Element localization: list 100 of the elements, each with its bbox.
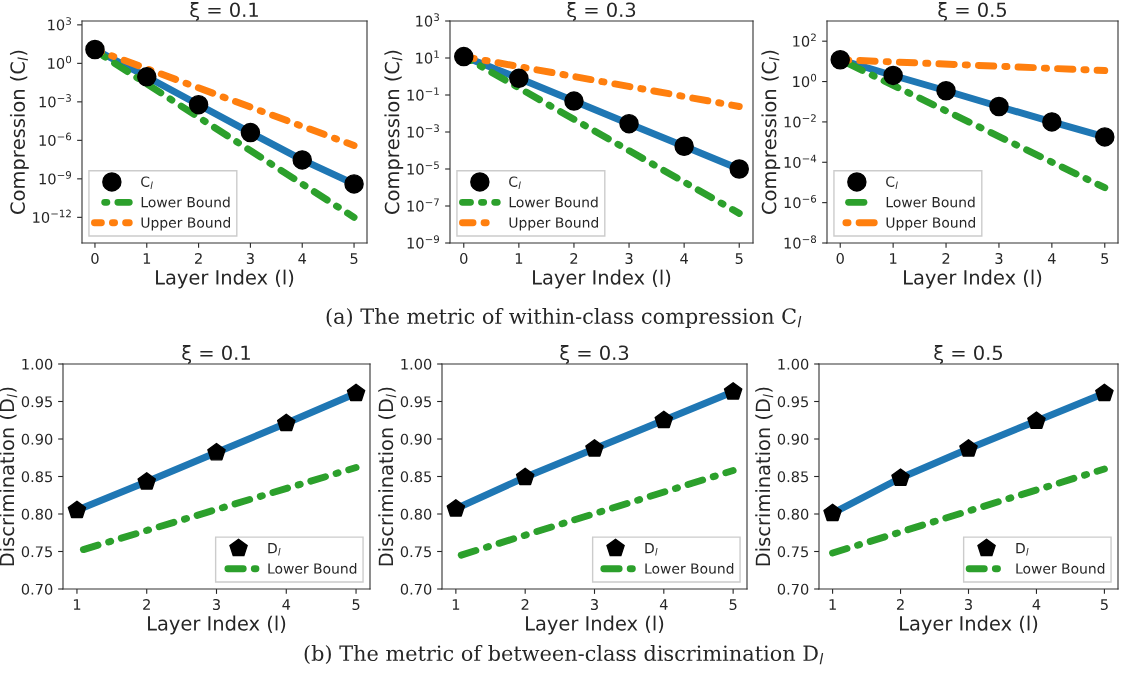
- point: [1042, 112, 1062, 132]
- point: [729, 159, 749, 179]
- x-tick-label: 5: [350, 253, 358, 265]
- point: [454, 46, 474, 67]
- y-tick-label: 10$^{3}$: [48, 17, 71, 31]
- x-tick-label: 3: [246, 252, 254, 265]
- x-tick-label: 1: [143, 253, 151, 264]
- y-tick-label: 0.75: [777, 546, 808, 558]
- y-tick-label: 10$^{0}$: [793, 73, 817, 88]
- point: [883, 65, 903, 86]
- x-axis-title: Layer Index (l): [526, 615, 664, 635]
- x-axis-title: Layer Index (l): [904, 269, 1042, 289]
- x-tick-label: 4: [282, 599, 291, 610]
- x-tick-label: 3: [964, 598, 972, 611]
- chart-title: ξ = 0.1: [190, 2, 258, 21]
- y-tick-label: 0.70: [400, 583, 432, 595]
- y-tick-label: 10$^{3}$: [416, 13, 439, 27]
- y-tick-label: 10$^{−2}$: [784, 114, 816, 128]
- x-axis-title: Layer Index (l): [148, 615, 286, 635]
- y-tick-label: 0.80: [21, 508, 53, 520]
- y-tick-label: 10$^{−4}$: [784, 154, 817, 168]
- y-tick-label: 0.95: [777, 396, 808, 408]
- y-tick-label: 10$^{−6}$: [784, 194, 817, 209]
- y-tick-label: 10$^{0}$: [48, 55, 72, 69]
- point: [85, 39, 105, 60]
- x-tick-label: 3: [212, 598, 220, 611]
- point: [276, 413, 296, 432]
- legend-label: Upper Bound: [509, 217, 598, 231]
- x-tick-label: 0: [836, 252, 844, 265]
- legend-label: Lower Bound: [509, 196, 598, 208]
- x-tick-label: 1: [829, 599, 836, 610]
- point: [344, 174, 364, 194]
- point: [509, 68, 529, 89]
- y-tick-label: 10$^{2}$: [793, 33, 816, 47]
- x-tick-label: 5: [729, 599, 737, 611]
- x-tick-label: 5: [352, 599, 360, 611]
- legend-label: Lower Bound: [268, 563, 357, 574]
- y-tick-label: 0.85: [21, 471, 52, 483]
- x-tick-label: 1: [73, 599, 81, 610]
- x-tick-label: 3: [625, 252, 633, 265]
- text: (a) The metric of within-class compression C$_{l}$: [326, 307, 802, 329]
- point: [240, 122, 261, 143]
- point: [891, 468, 910, 487]
- point: [1095, 383, 1114, 402]
- point: [515, 467, 535, 486]
- y-tick-label: 10$^{1}$: [416, 50, 439, 64]
- y-tick-label: 10$^{−6}$: [39, 132, 72, 146]
- x-tick-label: 0: [91, 252, 99, 265]
- x-tick-label: 2: [521, 598, 529, 610]
- text: (b) The metric of between-class discrimination D$_{l}$: [304, 644, 824, 665]
- chart-title: ξ = 0.5: [934, 345, 1003, 364]
- y-axis-title: Discrimination (D$_{l}$): [0, 387, 18, 566]
- x-tick-label: 5: [1100, 599, 1108, 611]
- point: [188, 94, 209, 115]
- x-tick-label: 3: [590, 598, 598, 611]
- chart-title: ξ = 0.3: [560, 345, 629, 364]
- x-tick-label: 0: [460, 252, 468, 265]
- y-tick-label: 1.00: [778, 358, 809, 370]
- x-tick-label: 1: [452, 599, 460, 610]
- point: [823, 503, 842, 522]
- point: [585, 439, 604, 457]
- point: [1095, 127, 1115, 147]
- y-tick-label: 10$^{−3}$: [39, 94, 71, 108]
- y-tick-label: 0.75: [400, 546, 431, 558]
- x-tick-label: 2: [896, 598, 904, 610]
- legend-label: Lower Bound: [141, 196, 230, 208]
- legend-label: C$_{l}$: [509, 176, 521, 190]
- point: [959, 439, 978, 457]
- y-tick-label: 10$^{−9}$: [407, 235, 440, 249]
- x-tick-label: 4: [298, 253, 307, 264]
- point: [346, 383, 366, 402]
- y-tick-label: 0.70: [777, 583, 809, 595]
- x-tick-label: 3: [995, 252, 1003, 265]
- point: [137, 67, 157, 87]
- legend-label: D$_{l}$: [1016, 543, 1029, 556]
- x-tick-label: 5: [735, 253, 743, 265]
- x-tick-label: 5: [1101, 253, 1109, 265]
- x-tick-label: 4: [680, 253, 688, 264]
- y-tick-label: 0.90: [21, 433, 53, 445]
- x-tick-label: 2: [570, 252, 578, 264]
- legend-label: Upper Bound: [886, 217, 975, 231]
- point: [292, 150, 312, 170]
- y-tick-label: 0.90: [777, 433, 809, 445]
- point: [207, 442, 226, 461]
- x-tick-label: 2: [195, 252, 202, 264]
- y-tick-label: 0.90: [400, 433, 432, 445]
- point: [674, 136, 694, 156]
- y-axis-title: Discrimination (D$_{l}$): [755, 387, 774, 566]
- y-tick-label: 10$^{−3}$: [407, 124, 439, 138]
- x-axis-title: Layer Index (l): [900, 615, 1038, 635]
- y-tick-label: 0.95: [400, 396, 431, 408]
- x-tick-label: 2: [942, 252, 950, 264]
- y-axis-title: Discrimination (D$_{l}$): [378, 387, 397, 566]
- x-tick-label: 2: [143, 598, 150, 610]
- x-tick-label: 1: [515, 253, 523, 264]
- x-axis-title: Layer Index (l): [533, 269, 671, 289]
- point: [564, 91, 584, 111]
- point: [989, 96, 1009, 117]
- y-tick-label: 1.00: [22, 358, 53, 370]
- point: [654, 410, 674, 429]
